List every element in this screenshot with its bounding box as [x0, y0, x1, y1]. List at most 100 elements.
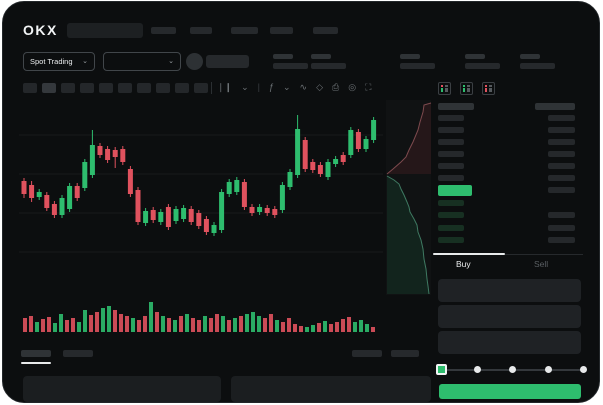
- interval-button[interactable]: [156, 83, 170, 93]
- ask-row-price[interactable]: [438, 163, 464, 169]
- slider-stop[interactable]: [509, 366, 516, 373]
- interval-button[interactable]: [80, 83, 94, 93]
- slider-stop[interactable]: [473, 366, 481, 373]
- amount-field[interactable]: [438, 305, 581, 328]
- indicators-chevron-icon[interactable]: ⌄: [283, 82, 291, 92]
- ask-row-amount[interactable]: [548, 163, 575, 169]
- nav-item[interactable]: [313, 27, 338, 34]
- nav-item[interactable]: [151, 27, 176, 34]
- volume-bar: [329, 324, 333, 332]
- bottom-tab-right[interactable]: [391, 350, 419, 357]
- orderbook-buy-view-icon[interactable]: [460, 82, 473, 95]
- bid-row-price[interactable]: [438, 200, 464, 206]
- volume-bar: [305, 327, 309, 332]
- settings-icon[interactable]: ◎: [348, 82, 357, 92]
- interval-button[interactable]: [99, 83, 113, 93]
- market-stat: [311, 54, 346, 69]
- candle-body: [89, 145, 95, 175]
- spot-trading-dropdown[interactable]: Spot Trading ⌄: [23, 52, 95, 71]
- ask-row-price[interactable]: [438, 175, 464, 181]
- nav-item[interactable]: [190, 27, 212, 34]
- chart-type-chevron-icon[interactable]: ⌄: [241, 82, 249, 92]
- volume-bar: [341, 319, 345, 332]
- volume-bar: [149, 302, 153, 332]
- history-panel: [23, 376, 221, 402]
- ask-row-price[interactable]: [438, 151, 464, 157]
- ask-row-price[interactable]: [438, 115, 464, 121]
- ask-row-amount[interactable]: [548, 139, 575, 145]
- ask-row-amount[interactable]: [548, 151, 575, 157]
- interval-button[interactable]: [42, 83, 56, 93]
- bid-row-price[interactable]: [438, 212, 464, 218]
- slider-stop[interactable]: [544, 366, 552, 373]
- orderbook-sell-view-icon[interactable]: [482, 82, 495, 95]
- tab-sell[interactable]: Sell: [534, 259, 549, 269]
- bottom-tab[interactable]: [21, 350, 51, 357]
- price-field[interactable]: [438, 279, 581, 302]
- bid-row-price[interactable]: [438, 237, 464, 243]
- line-tool-icon[interactable]: ∿: [299, 82, 308, 92]
- last-price-badge[interactable]: [438, 185, 472, 196]
- nav-item[interactable]: [231, 27, 258, 34]
- bottom-tab-right[interactable]: [352, 350, 382, 357]
- pair-select-dropdown[interactable]: ⌄: [103, 52, 181, 71]
- bid-row-price[interactable]: [438, 225, 464, 231]
- slider-handle[interactable]: [436, 364, 447, 375]
- volume-bar: [221, 316, 225, 332]
- volume-bar: [119, 314, 123, 332]
- interval-button[interactable]: [23, 83, 37, 93]
- candle-body: [241, 182, 247, 207]
- ask-row-price[interactable]: [438, 127, 464, 133]
- total-field[interactable]: [438, 331, 581, 354]
- interval-button[interactable]: [175, 83, 189, 93]
- volume-bar: [287, 318, 291, 332]
- depth-asks-area: [387, 103, 431, 174]
- candle-body: [181, 208, 187, 219]
- ask-row-amount[interactable]: [548, 127, 575, 133]
- camera-icon[interactable]: ⎙: [332, 82, 340, 92]
- interval-button[interactable]: [118, 83, 132, 93]
- interval-button[interactable]: [61, 83, 75, 93]
- depth-bids-area: [387, 176, 429, 294]
- candle-body: [127, 169, 133, 194]
- volume-bar: [203, 316, 207, 332]
- ask-row-amount[interactable]: [548, 175, 575, 181]
- slider-stop[interactable]: [580, 366, 587, 373]
- candle-body: [371, 120, 377, 140]
- candle-body: [249, 207, 255, 213]
- ask-row-amount[interactable]: [548, 115, 575, 121]
- okx-logo: OKX: [23, 22, 58, 38]
- chart-type-icon[interactable]: ❘❙: [217, 82, 233, 92]
- market-stat: [465, 54, 500, 69]
- draw-tool-icon[interactable]: ◇: [316, 82, 324, 92]
- candle-body: [135, 190, 141, 222]
- interval-button[interactable]: [137, 83, 151, 93]
- search-input[interactable]: [67, 23, 143, 38]
- spot-trading-label: Spot Trading: [30, 57, 73, 66]
- bid-row-amount[interactable]: [548, 237, 575, 243]
- buy-submit-button[interactable]: [439, 384, 581, 399]
- ask-row-price[interactable]: [438, 139, 464, 145]
- tab-buy[interactable]: Buy: [456, 259, 471, 269]
- buy-tab-underline: [433, 253, 505, 255]
- bid-row-amount[interactable]: [548, 212, 575, 218]
- fullscreen-icon[interactable]: ⛶: [365, 82, 372, 92]
- bid-row-amount[interactable]: [548, 225, 575, 231]
- candle-body: [150, 210, 156, 220]
- orderbook-combined-view-icon[interactable]: [438, 82, 451, 95]
- candle-body: [97, 146, 103, 155]
- bottom-tab[interactable]: [63, 350, 93, 357]
- nav-item[interactable]: [270, 27, 293, 34]
- volume-bar: [155, 312, 159, 332]
- volume-bar: [275, 320, 279, 332]
- indicators-icon[interactable]: ƒ: [268, 82, 274, 92]
- candle-body: [264, 208, 270, 213]
- candle-body: [158, 212, 164, 222]
- depth-asks-line: [386, 102, 432, 175]
- volume-bar: [29, 316, 33, 332]
- interval-button[interactable]: [194, 83, 208, 93]
- candle-body: [82, 162, 88, 188]
- candle-body: [355, 132, 361, 149]
- volume-bar: [317, 323, 321, 332]
